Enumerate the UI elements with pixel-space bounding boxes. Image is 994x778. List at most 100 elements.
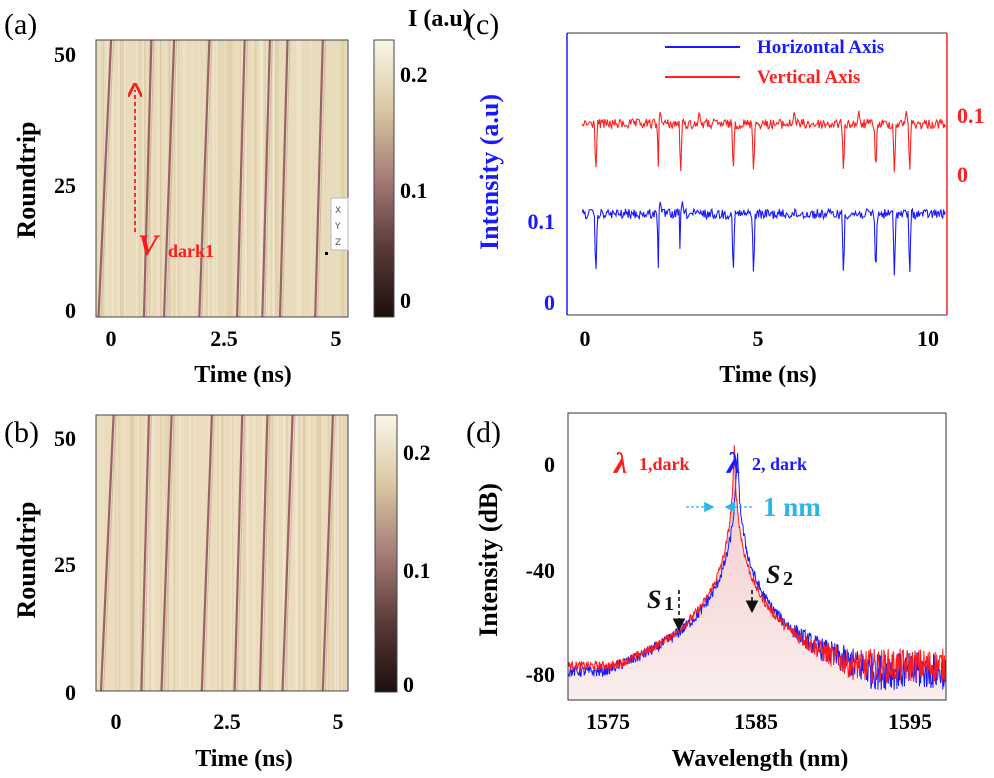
b-xtick-0: 0	[111, 709, 122, 734]
heatmap-streak	[221, 415, 224, 691]
heatmap-streak	[219, 40, 220, 317]
heatmap-streak	[218, 415, 219, 691]
heatmap-streak	[152, 40, 155, 317]
c-xlabel: Time (ns)	[719, 362, 817, 388]
heatmap-streak	[241, 40, 243, 317]
heatmap-streak	[244, 415, 247, 691]
heatmap-streak	[199, 40, 200, 317]
d-ylabel: Intensity (dB)	[474, 483, 503, 637]
lambda1-symbol: λ	[612, 447, 627, 480]
vdark1-symbol: V	[138, 229, 161, 262]
heatmap-streak	[332, 415, 334, 691]
panel-b: (b) 50 25 0 0 2.5 5 Time (ns) Roundtrip …	[4, 414, 431, 772]
heatmap-streak	[182, 415, 184, 691]
heatmap-streak	[150, 415, 152, 691]
dark-soliton-trace	[142, 39, 153, 318]
panel-label-c: (c)	[466, 8, 499, 41]
dark-soliton-trace	[236, 39, 246, 318]
colorbar-b	[374, 414, 398, 693]
d-ytick-minus40: -40	[526, 558, 555, 583]
dark-soliton-shadow	[163, 414, 175, 692]
dark-soliton-shadow	[203, 414, 215, 692]
heatmap-streak	[243, 415, 245, 691]
heatmap-streak	[216, 40, 218, 317]
dark-soliton-shadow	[166, 39, 178, 318]
heatmap-streak	[182, 40, 185, 317]
heatmap-streak	[143, 40, 145, 317]
b-xtick-2.5: 2.5	[213, 709, 241, 734]
heatmap-streak	[273, 40, 276, 317]
heatmap-streak	[311, 40, 313, 317]
a-ytick-50: 50	[54, 42, 76, 67]
heatmap-streak	[132, 415, 134, 691]
heatmap-streak	[138, 415, 141, 691]
heatmap-streak	[247, 415, 249, 691]
heatmap-streak	[288, 415, 290, 691]
heatmap-streak	[318, 415, 320, 691]
heatmap-streak	[288, 40, 290, 317]
heatmap-streak	[272, 40, 274, 317]
heatmap-streak	[226, 40, 229, 317]
vertical-axis-trace	[581, 110, 946, 173]
dark-soliton-trace	[198, 39, 211, 318]
heatmap-streak	[133, 415, 135, 691]
dark-soliton-shadow	[100, 39, 115, 318]
dark-soliton-shadow	[284, 414, 296, 692]
a-ylabel: Roundtrip	[12, 121, 41, 238]
d-xtick-1595: 1595	[888, 709, 932, 734]
heatmap-streak	[290, 40, 292, 317]
colorbar-a-tick-0: 0	[400, 288, 411, 313]
heatmap-streak	[118, 40, 120, 317]
heatmap-streak	[194, 415, 196, 691]
heatmap-streak	[303, 415, 306, 691]
horizontal-axis-trace	[581, 201, 946, 276]
heatmap-b-texture	[96, 415, 348, 691]
heatmap-streak	[307, 415, 310, 691]
dark-soliton-trace	[314, 39, 324, 318]
heatmap-streak	[111, 40, 114, 317]
heatmap-streak	[319, 415, 321, 691]
dark-soliton-shadow	[324, 414, 336, 692]
b-xtick-5: 5	[333, 709, 344, 734]
datatip-box[interactable]	[330, 197, 349, 251]
heatmap-streak	[147, 415, 150, 691]
heatmap-streak	[254, 40, 257, 317]
heatmap-a-dark-lines	[97, 39, 326, 318]
heatmap-streak	[152, 415, 155, 691]
heatmap-streak	[231, 415, 234, 691]
spacing-label: 1 nm	[763, 492, 821, 522]
lambda2-symbol: λ	[725, 447, 740, 480]
heatmap-streak	[126, 40, 129, 317]
b-ytick-50: 50	[54, 426, 76, 451]
dark-soliton-shadow	[145, 39, 155, 318]
heatmap-streak	[157, 40, 160, 317]
dark-soliton-shadow	[143, 414, 152, 692]
colorbar-a-tick-0.1: 0.1	[400, 178, 428, 203]
c-right-tick-0.1: 0.1	[957, 103, 985, 128]
heatmap-streak	[343, 40, 346, 317]
heatmap-streak	[283, 415, 286, 691]
dark-soliton-shadow	[317, 39, 326, 318]
heatmap-streak	[296, 415, 299, 691]
heatmap-streak	[342, 40, 344, 317]
heatmap-streak	[291, 40, 293, 317]
datatip-x: X	[335, 206, 341, 216]
heatmap-streak	[144, 40, 146, 317]
heatmap-streak	[156, 415, 157, 691]
heatmap-streak	[340, 40, 343, 317]
datatip-z: Z	[335, 238, 341, 248]
heatmap-streak	[145, 415, 148, 691]
heatmap-streak	[337, 415, 340, 691]
panel-label-d: (d)	[466, 416, 501, 449]
c-left-tick-0: 0	[544, 290, 555, 315]
heatmap-streak	[167, 415, 170, 691]
a-xtick-5: 5	[331, 326, 342, 351]
c-xtick-0: 0	[580, 326, 591, 351]
heatmap-streak	[96, 415, 98, 691]
heatmap-streak	[189, 415, 191, 691]
d-xlabel: Wavelength (nm)	[672, 746, 849, 772]
heatmap-streak	[333, 415, 336, 691]
heatmap-streak	[277, 415, 279, 691]
heatmap-streak	[246, 415, 248, 691]
dark-soliton-shadow	[264, 39, 273, 318]
